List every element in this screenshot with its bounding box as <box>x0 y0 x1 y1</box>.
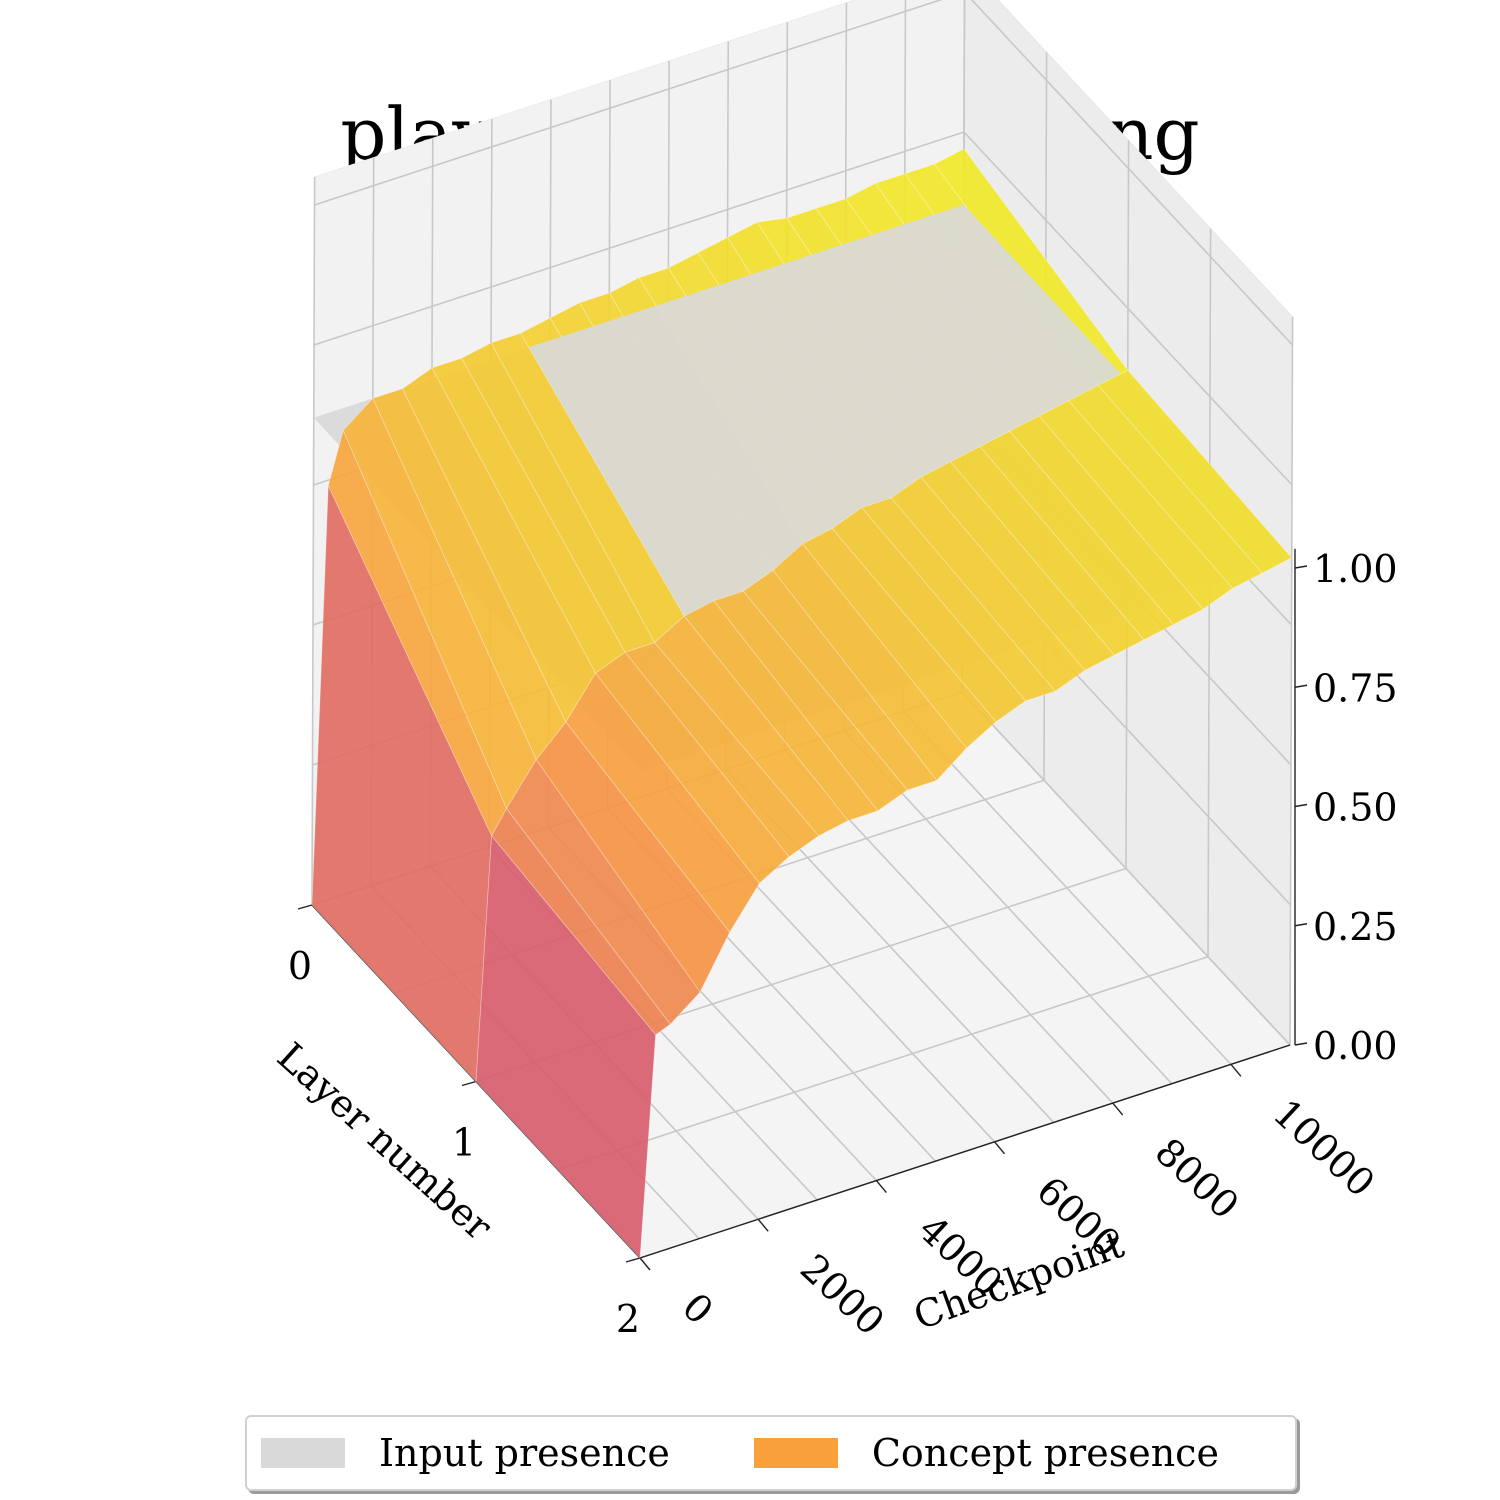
grid-floor-checkpoint <box>557 955 1209 1171</box>
z-tick <box>1294 1042 1308 1046</box>
concept-surface-cell <box>1038 400 1234 610</box>
z-tick-label: 0.50 <box>1313 786 1398 830</box>
concept-surface-cell <box>890 476 1086 692</box>
legend: Input presence Concept presence <box>245 1415 1297 1491</box>
concept-surface-cell <box>535 721 731 993</box>
concept-surface-cell <box>949 445 1145 656</box>
y-tick-label: 2 <box>616 1297 640 1341</box>
concept-surface-cell <box>491 807 671 1036</box>
z-tick <box>1294 803 1308 808</box>
z-tick-label: 1.00 <box>1313 547 1398 591</box>
concept-surface-cell <box>1097 369 1293 574</box>
y-tick <box>297 904 313 910</box>
legend-item-concept: Concept presence <box>753 1431 1219 1475</box>
z-tick-label: 0.75 <box>1313 666 1398 710</box>
x-tick <box>875 1180 887 1193</box>
grid-back-horizontal <box>314 0 943 206</box>
concept-surface-cell <box>683 600 879 822</box>
legend-label-input: Input presence <box>379 1431 670 1475</box>
x-tick <box>994 1141 1006 1155</box>
z-tick <box>1294 684 1308 688</box>
surfaces <box>311 148 1293 1259</box>
x-tick-label: 10000 <box>1265 1091 1383 1206</box>
y-tick <box>461 1080 477 1087</box>
x-tick <box>1112 1102 1124 1116</box>
legend-item-input: Input presence <box>261 1431 670 1475</box>
legend-swatch-concept <box>753 1438 838 1468</box>
concept-surface-cell <box>1067 384 1263 589</box>
z-tick-label: 0.25 <box>1313 905 1398 949</box>
z-tick <box>1294 565 1308 569</box>
x-axis-line <box>639 1044 1291 1259</box>
z-tick-label: 0.00 <box>1313 1024 1398 1068</box>
x-tick-label: 0 <box>674 1284 722 1333</box>
x-tick <box>1230 1063 1242 1077</box>
concept-surface-cell <box>475 834 657 1259</box>
surface-plot: 0 2000 4000 6000 8000 100000120.000.250.500.7… <box>269 0 1398 1344</box>
x-tick <box>757 1218 769 1232</box>
x-tick-label: 8000 <box>1147 1129 1248 1227</box>
grid-side-vertical <box>1289 316 1294 1046</box>
grid-back-horizontal <box>313 131 965 346</box>
concept-surface-cell <box>861 497 1056 702</box>
grid-back-vertical <box>311 176 316 906</box>
x-tick <box>639 1257 651 1271</box>
concept-surface-cell <box>506 758 701 1025</box>
y-tick <box>625 1257 641 1263</box>
z-tick <box>1294 923 1308 927</box>
x-tick-label: 2000 <box>792 1246 893 1344</box>
y-tick-label: 1 <box>452 1121 476 1165</box>
legend-label-concept: Concept presence <box>871 1431 1219 1475</box>
concept-surface-cell <box>979 430 1175 641</box>
legend-swatch-input <box>261 1438 345 1468</box>
y-tick-label: 0 <box>288 944 312 988</box>
concept-surface-cell <box>1008 415 1204 626</box>
